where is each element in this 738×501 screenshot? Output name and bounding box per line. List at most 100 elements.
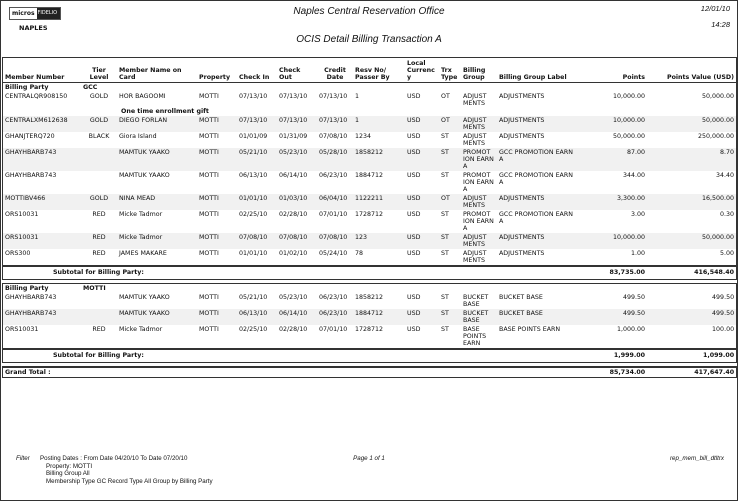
cell-resv: 1858212 bbox=[355, 294, 384, 301]
grand-total-row: Grand Total : 85,734.00 417,647.40 bbox=[3, 368, 736, 377]
table-row: GHAYHBARB743 MAMTUK YAAKO MOTTI 06/13/10 06/… bbox=[3, 309, 737, 325]
column-header: Member Name on Card bbox=[119, 67, 182, 81]
cell-group-label: BUCKET BASE bbox=[497, 309, 575, 325]
cell-resv: 1884712 bbox=[355, 172, 384, 179]
cell-check-in: 01/01/10 bbox=[237, 194, 277, 210]
cell-check-in: 02/25/10 bbox=[239, 211, 268, 218]
cell-value: 8.70 bbox=[647, 148, 736, 171]
table-row: CENTRALQR908150 GOLD HOR BAGOOMI MOTTI 07/13… bbox=[3, 92, 736, 108]
cell-value: 16,500.00 bbox=[647, 194, 736, 210]
column-header: Check Out bbox=[279, 67, 301, 81]
cell-currency: USD bbox=[405, 116, 439, 132]
cell-resv: 1884712 bbox=[353, 309, 405, 325]
report-title: OCIS Detail Billing Transaction A bbox=[296, 34, 442, 45]
filter-details: Posting Dates : From Date 04/20/10 To Da… bbox=[40, 455, 213, 485]
cell-name: MAMTUK YAAKO bbox=[119, 294, 170, 301]
cell-tier: GOLD bbox=[81, 116, 117, 132]
cell-currency: USD bbox=[407, 294, 421, 301]
column-header: Tier Level bbox=[89, 67, 109, 81]
cell-points: 1,000.00 bbox=[616, 326, 645, 333]
cell-currency: USD bbox=[407, 172, 421, 179]
office-title: Naples Central Reservation Office bbox=[293, 6, 445, 17]
cell-group-label: ADJUSTMENTS bbox=[497, 116, 575, 132]
cell-check-out: 01/31/09 bbox=[279, 133, 308, 140]
cell-resv: 1728712 bbox=[355, 326, 384, 333]
cell-member: GHAYHBARB743 bbox=[5, 294, 57, 301]
cell-points: 344.00 bbox=[622, 172, 645, 179]
report-id: rep_mem_bill_dtltrx bbox=[670, 455, 724, 462]
subtotal-points: 83,735.00 bbox=[575, 265, 647, 279]
cell-credit: 06/23/10 bbox=[319, 294, 348, 301]
cell-trx: ST bbox=[441, 172, 449, 179]
cell-group: ADJUST MENTS bbox=[463, 93, 487, 107]
filter-label: Filter bbox=[16, 455, 30, 462]
group-box-2: Billing Party MOTTI GHAYHBARB743 MAMTUK YAA… bbox=[2, 283, 737, 363]
cell-credit: 07/13/10 bbox=[319, 93, 348, 100]
cell-property: MOTTI bbox=[197, 116, 237, 132]
cell-value: 250,000.00 bbox=[697, 133, 734, 140]
billing-party-row: Billing Party GCC bbox=[3, 82, 736, 92]
column-header: Billing Group bbox=[463, 67, 486, 81]
cell-property: MOTTI bbox=[197, 194, 237, 210]
cell-group: PROMOT ION EARN A bbox=[463, 211, 494, 232]
cell-group-label: GCC PROMOTION EARN A bbox=[499, 211, 573, 225]
cell-check-in: 01/01/09 bbox=[239, 133, 268, 140]
cell-resv: 1 bbox=[355, 93, 360, 100]
cell-currency: USD bbox=[405, 194, 439, 210]
cell-value: 0.30 bbox=[719, 211, 734, 218]
cell-trx: ST bbox=[441, 294, 449, 301]
cell-name: Giora Island bbox=[119, 133, 157, 140]
subtotal-points: 1,999.00 bbox=[575, 348, 647, 362]
cell-member: GHAYHBARB743 bbox=[3, 309, 81, 325]
cell-credit: 07/01/10 bbox=[319, 211, 348, 218]
cell-resv: 1858212 bbox=[353, 148, 405, 171]
cell-resv: 123 bbox=[353, 233, 405, 249]
column-header: Local Currency bbox=[407, 60, 435, 81]
cell-check-out: 02/28/10 bbox=[279, 211, 308, 218]
cell-tier: RED bbox=[81, 233, 117, 249]
grand-total-label: Grand Total : bbox=[5, 369, 51, 376]
cell-points: 87.00 bbox=[575, 148, 647, 171]
enrollment-note: One time enrollment gift bbox=[121, 108, 209, 115]
cell-member: ORS10031 bbox=[5, 326, 39, 333]
cell-credit: 05/24/10 bbox=[319, 250, 348, 257]
cell-value: 100.00 bbox=[712, 326, 735, 333]
cell-trx: ST bbox=[441, 133, 449, 140]
cell-check-in: 01/01/10 bbox=[239, 250, 268, 257]
cell-credit: 06/04/10 bbox=[317, 194, 353, 210]
cell-name: JAMES MAKARE bbox=[119, 250, 167, 257]
cell-property: MOTTI bbox=[197, 233, 237, 249]
cell-currency: USD bbox=[405, 233, 439, 249]
cell-resv: 1122211 bbox=[353, 194, 405, 210]
cell-check-in: 07/08/10 bbox=[237, 233, 277, 249]
cell-trx: OT bbox=[439, 194, 461, 210]
cell-currency: USD bbox=[407, 93, 421, 100]
cell-points: 10,000.00 bbox=[575, 116, 647, 132]
cell-group-label: BUCKET BASE bbox=[499, 294, 543, 301]
cell-check-out: 07/08/10 bbox=[277, 233, 317, 249]
cell-property: MOTTI bbox=[197, 309, 237, 325]
cell-property: MOTTI bbox=[199, 326, 219, 333]
cell-group: BUCKET BASE bbox=[463, 294, 489, 308]
cell-points: 50,000.00 bbox=[612, 133, 645, 140]
cell-trx: ST bbox=[439, 233, 461, 249]
subtotal-row: Subtotal for Billing Party: 83,735.00 416,… bbox=[3, 265, 736, 279]
cell-trx: ST bbox=[439, 148, 461, 171]
cell-tier bbox=[81, 171, 117, 194]
cell-check-out: 06/14/10 bbox=[279, 172, 308, 179]
cell-currency: USD bbox=[407, 133, 421, 140]
table-row: ORS10031 RED Micke Tadmor MOTTI 07/08/10 07/0… bbox=[3, 233, 736, 249]
property-city: NAPLES bbox=[19, 24, 48, 32]
cell-tier bbox=[81, 148, 117, 171]
cell-value: 34.40 bbox=[715, 172, 734, 179]
cell-member: CENTRALQR908150 bbox=[5, 93, 68, 100]
cell-check-in: 06/13/10 bbox=[237, 309, 277, 325]
cell-points: 10,000.00 bbox=[575, 233, 647, 249]
cell-property: MOTTI bbox=[199, 294, 219, 301]
cell-check-in: 02/25/10 bbox=[239, 326, 268, 333]
cell-trx: OT bbox=[441, 93, 450, 100]
cell-name: Micke Tadmor bbox=[119, 211, 163, 218]
cell-tier: GOLD bbox=[89, 93, 109, 100]
cell-name: MAMTUK YAAKO bbox=[117, 148, 197, 171]
subtotal-label: Subtotal for Billing Party: bbox=[3, 265, 575, 279]
